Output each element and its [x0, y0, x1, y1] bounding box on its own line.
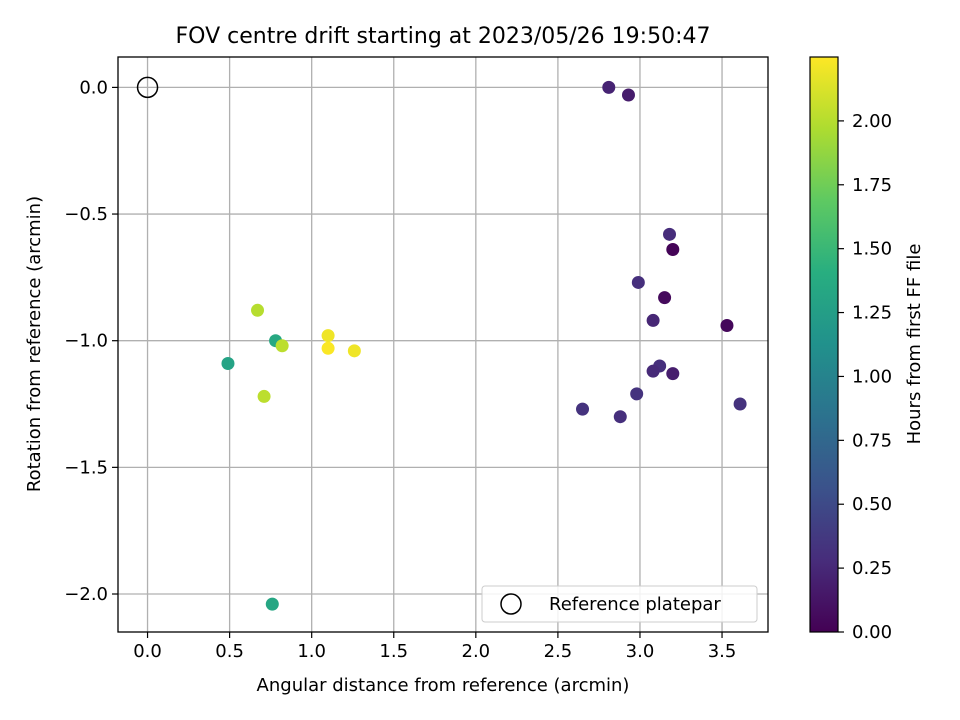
legend: Reference platepar [481, 585, 758, 623]
data-point [663, 227, 677, 241]
data-point [666, 243, 680, 257]
y-tick-label: −2.0 [64, 584, 108, 605]
colorbar-tick-label: 0.50 [852, 494, 892, 515]
grid-lines [118, 57, 768, 632]
x-tick-label: 0.0 [133, 641, 162, 662]
colorbar-tick-label: 2.00 [852, 111, 892, 132]
data-point [347, 344, 361, 358]
data-point [630, 387, 644, 401]
data-points [221, 80, 747, 611]
reference-layer [136, 76, 159, 99]
data-point [621, 88, 635, 102]
x-tick-label: 2.5 [544, 641, 573, 662]
colorbar-tick-label: 0.75 [852, 430, 892, 451]
colorbar-tick-label: 0.25 [852, 558, 892, 579]
legend-reference-marker [500, 593, 522, 615]
x-tick-label: 3.5 [708, 641, 737, 662]
data-point [275, 339, 289, 353]
colorbar-label: Hours from first FF file [904, 244, 925, 445]
reference-marker [136, 76, 159, 99]
data-point [733, 397, 747, 411]
y-tick-label: −1.0 [64, 331, 108, 352]
x-tick-label: 2.0 [462, 641, 491, 662]
y-axis-label: Rotation from reference (arcmin) [24, 196, 45, 492]
colorbar: 0.00 0.25 0.50 0.75 1.00 1.25 1.50 1.75 2.00 Hou… [809, 56, 925, 643]
data-point [646, 313, 660, 327]
legend-box [481, 585, 758, 623]
data-point [576, 402, 590, 416]
data-point [265, 597, 279, 611]
x-tick-label: 1.5 [379, 641, 408, 662]
data-point [251, 303, 265, 317]
x-tick-label: 0.5 [215, 641, 244, 662]
colorbar-tick-label: 0.00 [852, 622, 892, 643]
legend-reference-label: Reference platepar [549, 594, 721, 615]
x-tick-label: 1.0 [297, 641, 326, 662]
chart-title: FOV centre drift starting at 2023/05/26 … [176, 24, 711, 49]
data-point [658, 291, 672, 305]
data-point [321, 341, 335, 355]
data-point [257, 389, 271, 403]
data-point [321, 329, 335, 343]
data-point [666, 367, 680, 381]
colorbar-tick-label: 1.75 [852, 175, 892, 196]
data-point [646, 364, 660, 378]
data-point [221, 356, 235, 370]
x-tick-label: 3.0 [626, 641, 655, 662]
data-point [613, 410, 627, 424]
colorbar-gradient [809, 56, 839, 633]
y-tick-label: −1.5 [64, 457, 108, 478]
colorbar-ticks: 0.00 0.25 0.50 0.75 1.00 1.25 1.50 1.75 2.00 [838, 111, 892, 643]
x-axis-label: Angular distance from reference (arcmin) [257, 675, 630, 696]
x-axis-ticks: 0.0 0.5 1.0 1.5 2.0 2.5 3.0 3.5 [133, 632, 736, 662]
colorbar-tick-label: 1.50 [852, 239, 892, 260]
y-tick-label: −0.5 [64, 204, 108, 225]
colorbar-tick-label: 1.00 [852, 366, 892, 387]
data-point [720, 319, 734, 333]
y-axis-ticks: 0.0 −0.5 −1.0 −1.5 −2.0 [64, 77, 118, 605]
data-point [631, 275, 645, 289]
data-point [602, 80, 616, 94]
y-tick-label: 0.0 [79, 77, 108, 98]
colorbar-tick-label: 1.25 [852, 303, 892, 324]
plot-frame [117, 56, 769, 633]
